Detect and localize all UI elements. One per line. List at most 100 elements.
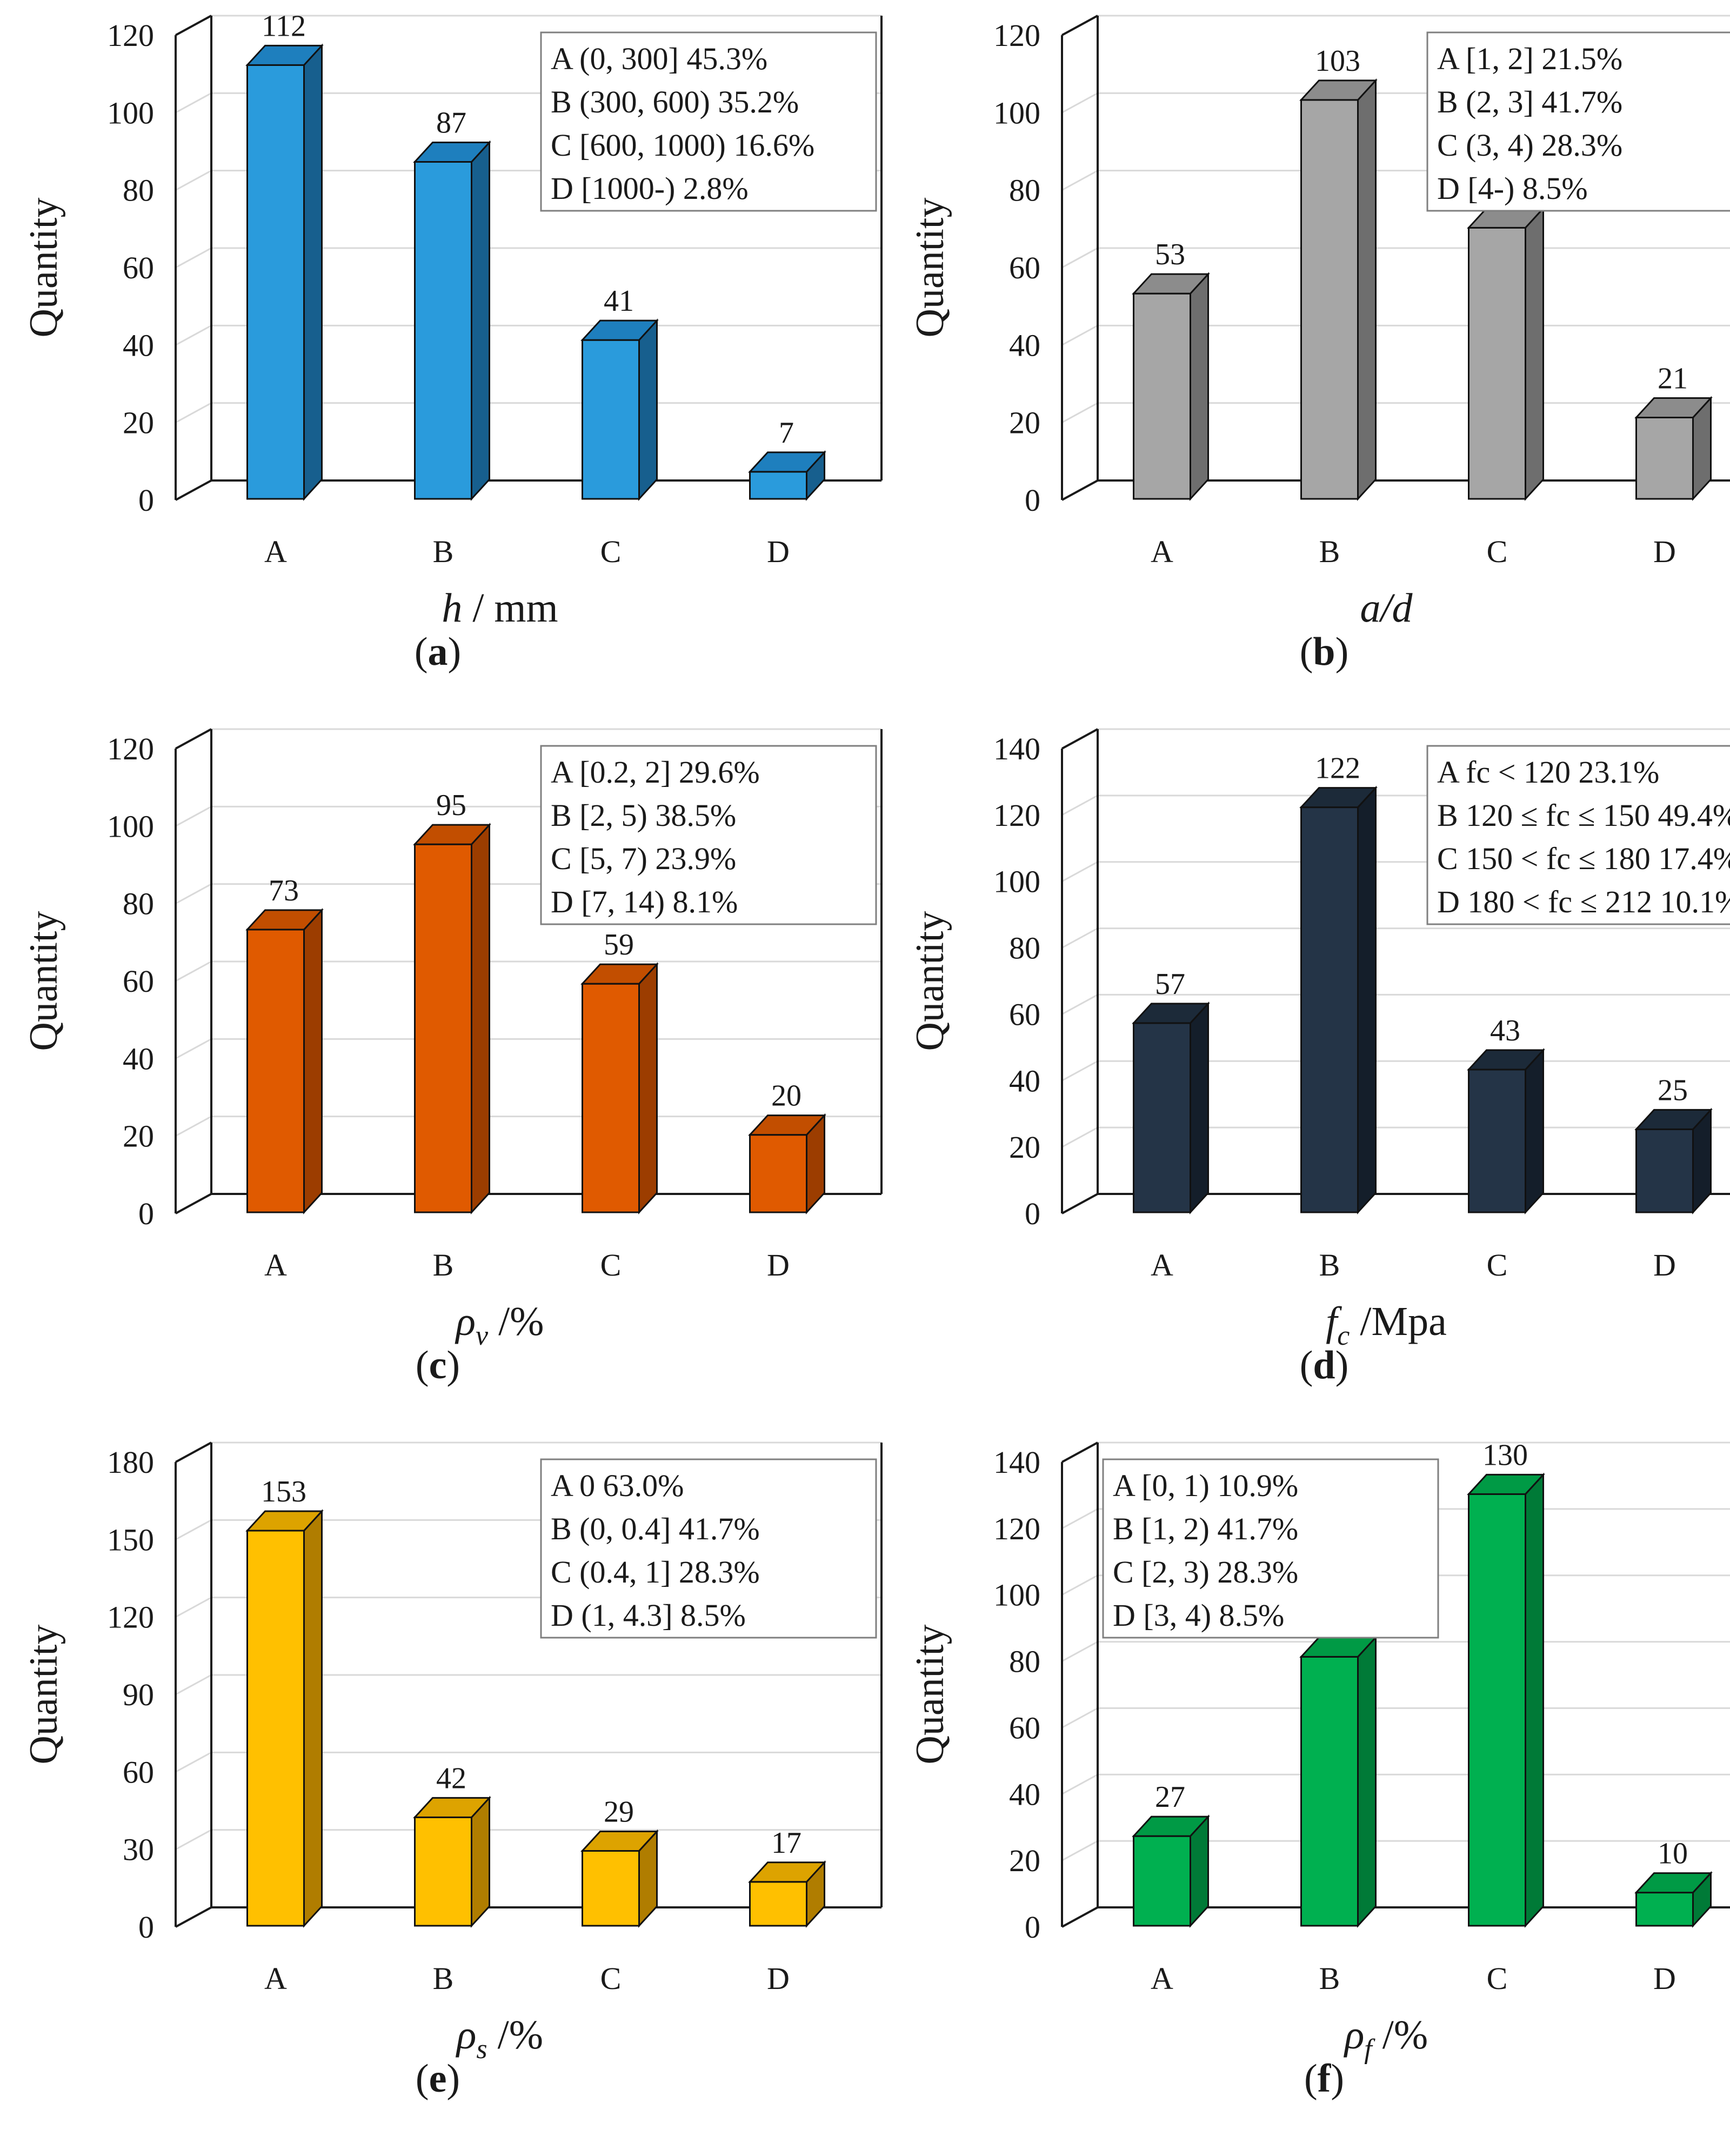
bar-B[interactable] — [414, 1816, 472, 1927]
x-axis-label: fc /Mpa — [1326, 1299, 1447, 1351]
legend-entry: C (0.4, 1] 28.3% — [551, 1554, 760, 1590]
panel-caption: (c) — [416, 1343, 460, 1387]
legend-entry: C (3, 4) 28.3% — [1437, 128, 1622, 163]
bar-A[interactable] — [246, 64, 305, 500]
y-tick-label: 20 — [1009, 1843, 1040, 1878]
bar-top-B — [413, 1797, 491, 1818]
bar-top-D — [1634, 1109, 1713, 1130]
y-tick-label: 80 — [1009, 173, 1040, 208]
gridline-side — [1061, 402, 1098, 423]
bar-top-D — [1634, 1872, 1713, 1894]
data-label-C: 41 — [604, 284, 634, 318]
bar-C[interactable] — [1468, 1069, 1526, 1213]
bar-side-A — [1190, 272, 1209, 501]
bar-B[interactable] — [414, 843, 472, 1213]
bar-side-A — [303, 1509, 323, 1928]
x-axis-label: ρf /% — [1344, 2012, 1428, 2065]
y-axis-label: Quantity — [908, 198, 952, 338]
gridline-side — [175, 883, 212, 904]
bar-B[interactable] — [414, 161, 472, 500]
bar-D[interactable] — [1635, 1892, 1694, 1927]
x-axis-label: a/d — [1360, 585, 1413, 631]
y-tick-label: 100 — [993, 95, 1040, 130]
bar-D[interactable] — [1635, 417, 1694, 500]
data-label-C: 29 — [604, 1795, 634, 1828]
data-label-A: 57 — [1155, 967, 1185, 1001]
gridline-side — [1061, 927, 1098, 949]
bar-A[interactable] — [1133, 1022, 1191, 1213]
legend-entry: C 150 < fc ≤ 180 17.4% — [1437, 841, 1730, 876]
x-tick-label-B: B — [1319, 534, 1340, 569]
x-tick-label-B: B — [433, 534, 454, 569]
legend-box — [540, 745, 877, 925]
y-tick-label: 80 — [1009, 931, 1040, 966]
y-tick-label: 20 — [1009, 1130, 1040, 1165]
x-tick-label-B: B — [433, 1961, 454, 1996]
bar-C[interactable] — [1468, 1493, 1526, 1927]
bar-C[interactable] — [582, 1850, 640, 1927]
legend-entry: B [2, 5) 38.5% — [551, 798, 736, 833]
y-tick-label: 40 — [1009, 1777, 1040, 1812]
x-tick-label-D: D — [767, 1961, 790, 1996]
top-left-edge — [1061, 728, 1098, 750]
bar-top-D — [748, 1861, 826, 1883]
bar-C[interactable] — [1468, 226, 1526, 500]
bar-D[interactable] — [749, 471, 807, 500]
x-tick-label-A: A — [264, 1247, 287, 1283]
bar-C[interactable] — [582, 339, 640, 500]
x-tick-label-B: B — [1319, 1961, 1340, 1996]
data-label-B: 122 — [1315, 752, 1360, 785]
bar-side-C — [1525, 1048, 1544, 1214]
y-tick-label: 100 — [107, 95, 154, 130]
data-label-A: 27 — [1155, 1780, 1185, 1814]
y-tick-label: 60 — [123, 250, 154, 285]
x-tick-label-B: B — [433, 1247, 454, 1283]
bar-top-D — [1634, 397, 1713, 418]
bar-D[interactable] — [749, 1134, 807, 1213]
bar-side-B — [1357, 1635, 1377, 1928]
gridline-side — [1061, 861, 1098, 883]
floor-left-edge — [175, 479, 212, 501]
bar-D[interactable] — [1635, 1128, 1694, 1213]
data-label-D: 10 — [1658, 1837, 1688, 1871]
bar-B[interactable] — [1300, 1656, 1359, 1927]
y-tick-label: 100 — [993, 1578, 1040, 1613]
bar-B[interactable] — [1300, 806, 1359, 1213]
gridline-side — [175, 960, 212, 982]
data-label-A: 112 — [262, 9, 306, 43]
y-axis-label: Quantity — [22, 911, 66, 1051]
data-label-A: 73 — [269, 874, 299, 907]
legend-entry: B (0, 0.4] 41.7% — [551, 1511, 760, 1546]
bar-top-A — [1132, 1815, 1210, 1837]
bar-A[interactable] — [246, 929, 305, 1213]
data-label-D: 7 — [779, 416, 794, 450]
bar-A[interactable] — [1133, 1835, 1191, 1927]
bar-side-C — [638, 318, 658, 501]
y-tick-label: 140 — [993, 731, 1040, 766]
bar-side-B — [1357, 78, 1377, 501]
bar-D[interactable] — [749, 1881, 807, 1927]
x-tick-label-C: C — [600, 1961, 622, 1996]
legend-entry: B [1, 2) 41.7% — [1113, 1511, 1298, 1546]
data-label-D: 21 — [1658, 362, 1688, 396]
bar-side-B — [471, 140, 490, 501]
data-label-B: 95 — [436, 789, 466, 822]
x-tick-label-C: C — [1487, 1247, 1508, 1283]
bar-B[interactable] — [1300, 99, 1359, 500]
legend-box — [540, 31, 877, 212]
y-tick-label: 0 — [1025, 483, 1040, 518]
bar-C[interactable] — [582, 983, 640, 1213]
gridline-side — [1061, 1773, 1098, 1795]
x-axis-label: ρs /% — [456, 2012, 543, 2065]
gridline-side — [175, 1674, 212, 1696]
bar-A[interactable] — [1133, 292, 1191, 500]
y-tick-label: 100 — [993, 864, 1040, 899]
legend-entry: B (300, 600) 35.2% — [551, 84, 799, 119]
bar-A[interactable] — [246, 1530, 305, 1927]
gridline-side — [1061, 92, 1098, 114]
panel-caption: (b) — [1300, 630, 1348, 674]
data-label-C: 43 — [1490, 1014, 1520, 1047]
y-tick-label: 0 — [1025, 1196, 1040, 1231]
panel-caption: (e) — [416, 2057, 460, 2101]
data-label-D: 25 — [1658, 1073, 1688, 1107]
